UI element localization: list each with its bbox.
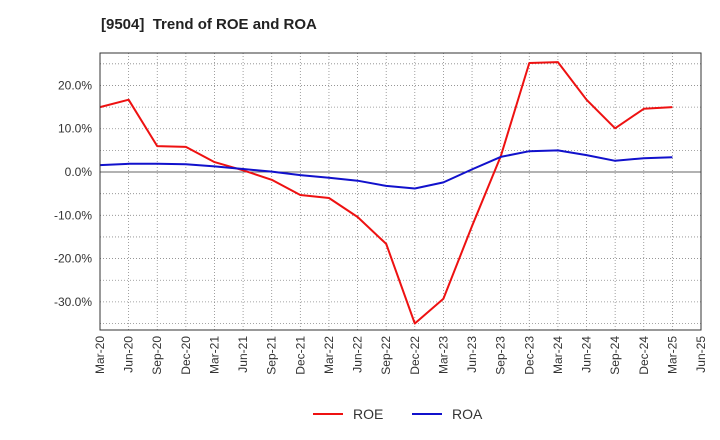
x-tick-label: Sep-23 bbox=[494, 336, 508, 375]
series-line-roa bbox=[99, 149, 673, 190]
x-tick-label: Mar-20 bbox=[93, 336, 107, 374]
x-tick-label: Jun-21 bbox=[236, 336, 250, 373]
x-tick-label: Mar-23 bbox=[436, 336, 450, 374]
plot-background bbox=[100, 53, 701, 330]
x-tick-label: Dec-21 bbox=[293, 336, 307, 375]
y-tick-label: -30.0% bbox=[54, 295, 92, 309]
x-tick-label: Sep-22 bbox=[379, 336, 393, 375]
y-tick-labels: 20.0% 10.0% 0.0% -10.0% -20.0% -30.0% bbox=[54, 78, 92, 308]
x-tick-label: Dec-23 bbox=[522, 336, 536, 375]
series-line-roe bbox=[99, 61, 673, 325]
y-tick-label: 0.0% bbox=[65, 165, 93, 179]
legend: ROE ROA bbox=[313, 406, 483, 422]
x-tick-label: Jun-22 bbox=[351, 336, 365, 373]
x-tick-label: Mar-25 bbox=[665, 336, 679, 374]
legend-label-roa: ROA bbox=[452, 406, 483, 422]
x-tick-label: Jun-20 bbox=[122, 336, 136, 373]
x-tick-label: Dec-20 bbox=[179, 336, 193, 375]
x-tick-label: Sep-21 bbox=[265, 336, 279, 375]
legend-label-roe: ROE bbox=[353, 406, 383, 422]
chart-title: [9504] Trend of ROE and ROA bbox=[101, 16, 317, 33]
grid-layer bbox=[100, 53, 701, 330]
x-tick-label: Jun-23 bbox=[465, 336, 479, 373]
y-tick-label: -20.0% bbox=[54, 252, 92, 266]
x-tick-label: Sep-20 bbox=[150, 336, 164, 375]
y-tick-label: 20.0% bbox=[58, 78, 92, 92]
x-tick-label: Dec-24 bbox=[637, 336, 651, 375]
y-tick-label: -10.0% bbox=[54, 208, 92, 222]
x-tick-label: Mar-21 bbox=[207, 336, 221, 374]
series-layer bbox=[99, 61, 673, 325]
x-tick-label: Mar-22 bbox=[322, 336, 336, 374]
x-tick-label: Sep-24 bbox=[608, 336, 622, 375]
y-tick-label: 10.0% bbox=[58, 122, 92, 136]
x-tick-label: Jun-24 bbox=[580, 336, 594, 373]
x-tick-labels: Mar-20 Jun-20 Sep-20 Dec-20 Mar-21 Jun-21 Sep-… bbox=[93, 336, 708, 375]
x-tick-label: Jun-25 bbox=[694, 336, 708, 373]
x-tick-label: Mar-24 bbox=[551, 336, 565, 374]
x-tick-label: Dec-22 bbox=[408, 336, 422, 375]
plot-frame bbox=[99, 52, 702, 331]
